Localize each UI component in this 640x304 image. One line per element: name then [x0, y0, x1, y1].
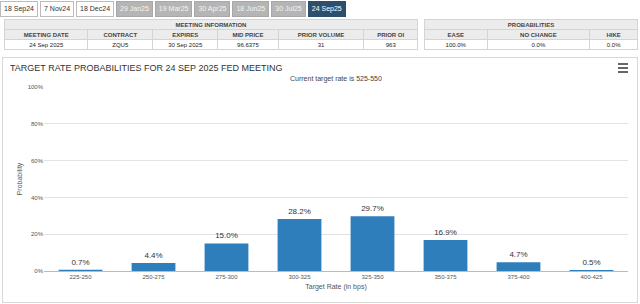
svg-text:0.7%: 0.7% [71, 258, 89, 267]
svg-text:275-300: 275-300 [215, 274, 238, 280]
svg-text:300-325: 300-325 [288, 274, 311, 280]
html-text:MEETING INFORMATION: MEETING INFORMATION [175, 21, 247, 28]
svg-text:15.0%: 15.0% [215, 231, 238, 240]
svg-text:325-350: 325-350 [361, 274, 384, 280]
svg-text:225-250: 225-250 [69, 274, 92, 280]
html-text:30 Jul25: 30 Jul25 [275, 5, 302, 12]
html-text:HIKE: HIKE [606, 31, 621, 38]
html-text:96.6375: 96.6375 [237, 41, 259, 48]
svg-text:0.5%: 0.5% [582, 258, 600, 267]
svg-text:29.7%: 29.7% [361, 204, 384, 213]
svg-text:250-275: 250-275 [142, 274, 165, 280]
svg-text:60%: 60% [31, 158, 44, 164]
html-text:24 Sep25: 24 Sep25 [311, 5, 342, 12]
svg-text:0%: 0% [34, 268, 43, 274]
html-text:MEETING DATE: MEETING DATE [23, 31, 69, 38]
html-text:CONTRACT: CONTRACT [103, 31, 138, 38]
html-text:18 Sep24: 18 Sep24 [4, 5, 34, 12]
html-text:NO CHANGE: NO CHANGE [520, 31, 557, 38]
svg-text:100%: 100% [28, 84, 44, 90]
html-text:0.0%: 0.0% [606, 41, 621, 48]
html-text:100.0%: 100.0% [445, 41, 466, 48]
svg-text:28.2%: 28.2% [288, 207, 311, 216]
html-text:31: 31 [317, 41, 325, 48]
svg-text:4.7%: 4.7% [509, 250, 527, 259]
svg-text:40%: 40% [31, 195, 44, 201]
html-text:963: 963 [385, 41, 396, 48]
html-text:ZQU5: ZQU5 [112, 41, 129, 48]
svg-text:400-425: 400-425 [580, 274, 603, 280]
html-text:PROBABILITIES: PROBABILITIES [507, 21, 555, 28]
html-text:24 Sep 2025: 24 Sep 2025 [29, 41, 64, 48]
html-text:EXPIRES: EXPIRES [172, 31, 199, 38]
html-text:29 Jan25: 29 Jan25 [120, 5, 149, 12]
svg-text:Current target rate is 525-550: Current target rate is 525-550 [290, 75, 382, 83]
svg-text:20%: 20% [31, 231, 44, 237]
html-text:PRIOR VOLUME: PRIOR VOLUME [297, 31, 345, 38]
svg-text:Target Rate (in bps): Target Rate (in bps) [305, 283, 366, 291]
svg-text:375-400: 375-400 [507, 274, 530, 280]
html-text:7 Nov24: 7 Nov24 [44, 5, 71, 12]
svg-text:4.4%: 4.4% [144, 251, 162, 260]
html-text:0.0%: 0.0% [531, 41, 546, 48]
svg-text:Probability: Probability [16, 162, 24, 195]
html-text:18 Jun25: 18 Jun25 [236, 5, 266, 12]
html-text:18 Dec24: 18 Dec24 [80, 5, 110, 12]
svg-text:16.9%: 16.9% [434, 228, 457, 237]
svg-text:350-375: 350-375 [434, 274, 457, 280]
html-text:EASE: EASE [447, 31, 464, 38]
html-text:30 Apr25: 30 Apr25 [198, 5, 227, 12]
svg-text:TARGET RATE PROBABILITIES FOR: TARGET RATE PROBABILITIES FOR 24 SEP 202… [10, 63, 282, 73]
html-text:MID PRICE: MID PRICE [232, 31, 264, 38]
html-text:30 Sep 2025: 30 Sep 2025 [168, 41, 203, 48]
html-text:19 Mar25: 19 Mar25 [158, 5, 189, 12]
svg-text:80%: 80% [31, 121, 44, 127]
html-text:PRIOR OI: PRIOR OI [377, 31, 405, 38]
